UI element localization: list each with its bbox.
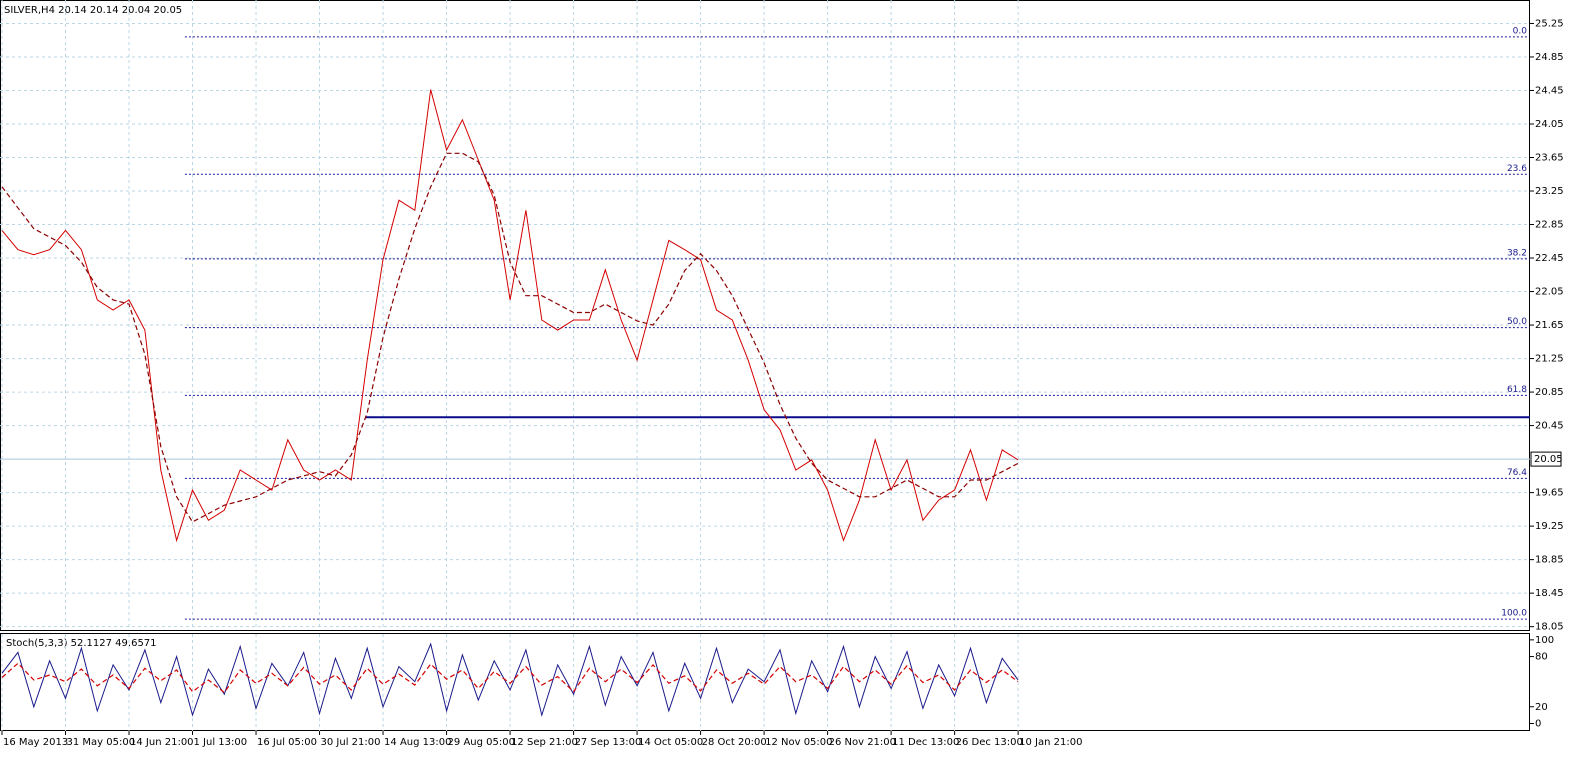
last-price-label: 20.05 xyxy=(1534,454,1563,465)
y-tick-label: 20 xyxy=(1535,702,1548,713)
y-tick-label: 21.65 xyxy=(1535,320,1564,331)
x-tick-label: 12 Sep 21:00 xyxy=(511,737,578,748)
x-tick-label: 26 Nov 21:00 xyxy=(829,737,896,748)
x-tick-label: 12 Nov 05:00 xyxy=(765,737,832,748)
y-tick-label: 0 xyxy=(1535,718,1541,729)
y-tick-label: 22.85 xyxy=(1535,220,1564,231)
y-tick-label: 24.05 xyxy=(1535,119,1564,130)
x-tick-label: 14 Aug 13:00 xyxy=(384,737,451,748)
fib-label: 0.0 xyxy=(1513,26,1528,36)
x-tick-label: 10 Jan 21:00 xyxy=(1019,737,1082,748)
y-tick-label: 21.25 xyxy=(1535,354,1564,365)
main-frame xyxy=(0,0,1530,631)
fib-label: 38.2 xyxy=(1507,248,1527,258)
fib-label: 61.8 xyxy=(1507,385,1527,395)
y-tick-label: 23.65 xyxy=(1535,153,1564,164)
y-tick-label: 23.25 xyxy=(1535,186,1564,197)
fib-label: 76.4 xyxy=(1507,468,1527,478)
y-tick-label: 19.65 xyxy=(1535,488,1564,499)
x-tick-label: 28 Oct 20:00 xyxy=(702,737,767,748)
series-line xyxy=(1,642,1019,717)
y-tick-label: 24.45 xyxy=(1535,85,1564,96)
stoch-title: Stoch(5,3,3) 52.1127 49.6571 xyxy=(6,638,157,649)
y-tick-label: 100 xyxy=(1535,635,1554,646)
x-tick-label: 31 May 05:00 xyxy=(67,737,136,748)
y-tick-label: 24.85 xyxy=(1535,52,1564,63)
x-tick-label: 27 Sep 13:00 xyxy=(575,737,642,748)
series-line xyxy=(1,89,1019,543)
x-tick-label: 16 May 2013 xyxy=(3,737,68,748)
y-tick-label: 18.05 xyxy=(1535,622,1564,633)
x-tick-label: 26 Dec 13:00 xyxy=(956,737,1023,748)
y-tick-label: 22.45 xyxy=(1535,253,1564,264)
x-tick-label: 30 Jul 21:00 xyxy=(321,737,381,748)
y-tick-label: 22.05 xyxy=(1535,287,1564,298)
series-line xyxy=(1,662,1019,694)
fib-label: 50.0 xyxy=(1507,317,1527,327)
x-tick-label: 1 Jul 13:00 xyxy=(194,737,248,748)
y-tick-label: 80 xyxy=(1535,652,1548,663)
x-tick-label: 14 Jun 21:00 xyxy=(130,737,194,748)
stoch-frame xyxy=(0,633,1530,731)
y-tick-label: 18.85 xyxy=(1535,555,1564,566)
x-tick-label: 29 Aug 05:00 xyxy=(448,737,515,748)
y-tick-label: 18.45 xyxy=(1535,588,1564,599)
x-tick-label: 16 Jul 05:00 xyxy=(257,737,317,748)
y-tick-label: 19.25 xyxy=(1535,521,1564,532)
y-tick-label: 25.25 xyxy=(1535,18,1564,29)
x-tick-label: 11 Dec 13:00 xyxy=(892,737,959,748)
fib-label: 23.6 xyxy=(1507,164,1527,174)
fib-label: 100.0 xyxy=(1501,609,1527,619)
y-tick-label: 20.85 xyxy=(1535,387,1564,398)
last-price-box xyxy=(1530,451,1562,467)
chart-title: SILVER,H4 20.14 20.14 20.04 20.05 xyxy=(4,5,182,16)
y-tick-label: 20.45 xyxy=(1535,421,1564,432)
series-line xyxy=(1,152,1019,523)
x-tick-label: 14 Oct 05:00 xyxy=(638,737,703,748)
